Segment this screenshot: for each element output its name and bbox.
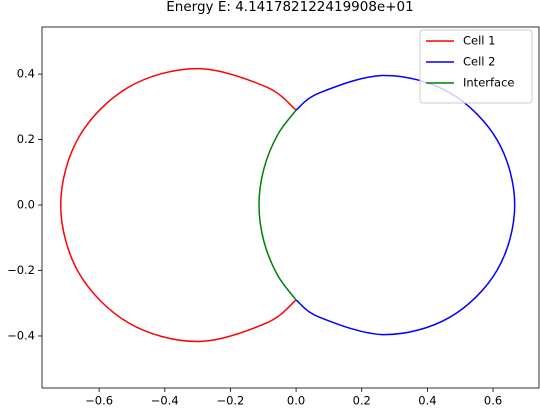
legend-label: Cell 2: [463, 55, 495, 69]
y-tick-label: −0.2: [7, 263, 35, 277]
x-tick-label: −0.4: [151, 394, 179, 408]
y-tick-label: 0.2: [17, 132, 35, 146]
y-tick-label: −0.4: [7, 328, 35, 342]
legend-box: [419, 29, 533, 104]
line: [59, 67, 297, 343]
x-tick-label: −0.2: [216, 394, 244, 408]
line: [258, 109, 297, 301]
x-tick-label: 0.4: [418, 394, 436, 408]
x-tick-label: 0.2: [353, 394, 371, 408]
axes-frame: [41, 26, 540, 389]
line: [295, 74, 516, 336]
x-tick-label: −0.6: [85, 394, 113, 408]
x-tick-label: 0.0: [287, 394, 305, 408]
legend-label: Interface: [463, 76, 515, 90]
y-tick-label: 0.4: [17, 67, 35, 81]
y-tick-label: 0.0: [17, 198, 35, 212]
x-tick-label: 0.6: [484, 394, 502, 408]
legend-label: Cell 1: [463, 34, 495, 48]
chart-title: Energy E: 4.141782122419908e+01: [166, 0, 413, 15]
